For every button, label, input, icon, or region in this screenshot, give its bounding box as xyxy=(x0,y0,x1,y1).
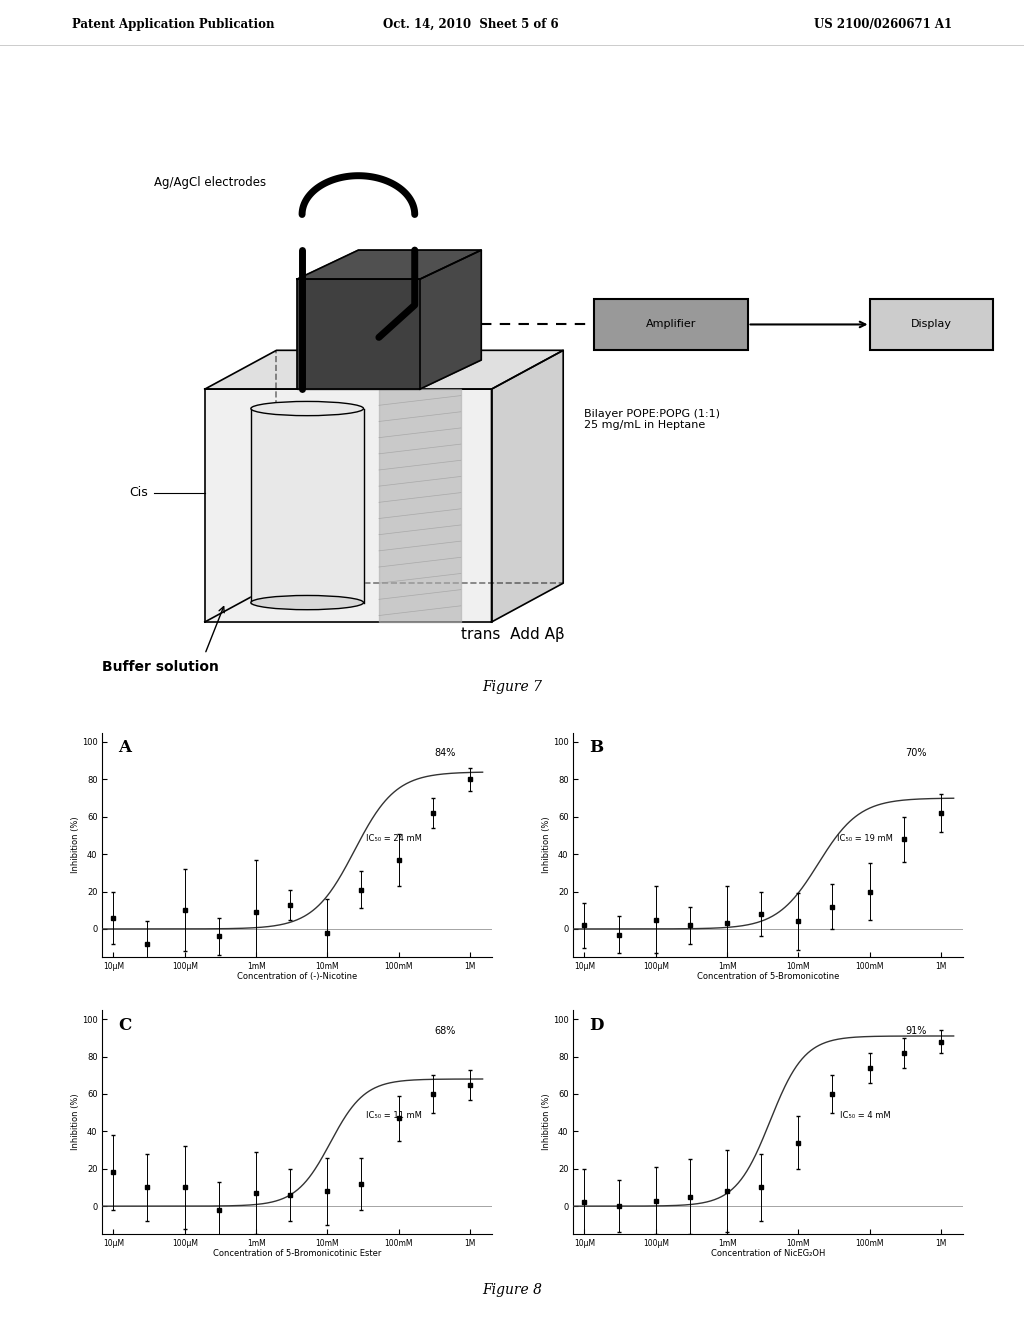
Text: Bilayer POPE:POPG (1:1)
25 mg/mL in Heptane: Bilayer POPE:POPG (1:1) 25 mg/mL in Hept… xyxy=(584,409,720,430)
Ellipse shape xyxy=(251,595,364,610)
Text: D: D xyxy=(589,1016,603,1034)
Polygon shape xyxy=(492,350,563,622)
Text: Buffer solution: Buffer solution xyxy=(102,660,219,675)
Text: Display: Display xyxy=(911,319,952,330)
Polygon shape xyxy=(420,249,481,389)
X-axis label: Concentration of (-)-Nicotine: Concentration of (-)-Nicotine xyxy=(237,973,357,981)
Text: IC₅₀ = 11 mM: IC₅₀ = 11 mM xyxy=(367,1110,422,1119)
X-axis label: Concentration of 5-Bromonicotinic Ester: Concentration of 5-Bromonicotinic Ester xyxy=(213,1250,381,1258)
Text: Figure 8: Figure 8 xyxy=(482,1283,542,1298)
Polygon shape xyxy=(205,389,492,622)
Text: trans  Add Aβ: trans Add Aβ xyxy=(461,627,564,643)
Text: IC₅₀ = 24 mM: IC₅₀ = 24 mM xyxy=(367,834,422,842)
Text: Ag/AgCl electrodes: Ag/AgCl electrodes xyxy=(154,176,265,189)
Text: A: A xyxy=(118,739,131,756)
Text: Oct. 14, 2010  Sheet 5 of 6: Oct. 14, 2010 Sheet 5 of 6 xyxy=(383,18,559,30)
Text: Figure 7: Figure 7 xyxy=(482,680,542,694)
Polygon shape xyxy=(297,249,481,279)
X-axis label: Concentration of NicEG₂OH: Concentration of NicEG₂OH xyxy=(711,1250,825,1258)
Polygon shape xyxy=(251,409,364,602)
Ellipse shape xyxy=(251,401,364,416)
Text: Patent Application Publication: Patent Application Publication xyxy=(72,18,274,30)
X-axis label: Concentration of 5-Bromonicotine: Concentration of 5-Bromonicotine xyxy=(696,973,840,981)
Text: 70%: 70% xyxy=(905,748,927,758)
Text: 91%: 91% xyxy=(905,1026,927,1035)
Polygon shape xyxy=(379,389,461,622)
Polygon shape xyxy=(297,279,420,389)
Text: B: B xyxy=(589,739,603,756)
Y-axis label: Inhibition (%): Inhibition (%) xyxy=(543,817,552,873)
Polygon shape xyxy=(205,350,563,389)
FancyBboxPatch shape xyxy=(870,298,993,350)
Y-axis label: Inhibition (%): Inhibition (%) xyxy=(543,1094,552,1150)
Text: US 2100/0260671 A1: US 2100/0260671 A1 xyxy=(814,18,952,30)
FancyBboxPatch shape xyxy=(594,298,748,350)
Y-axis label: Inhibition (%): Inhibition (%) xyxy=(72,817,81,873)
Text: Amplifier: Amplifier xyxy=(645,319,696,330)
Text: Cis: Cis xyxy=(130,486,148,499)
Text: C: C xyxy=(118,1016,131,1034)
Text: 68%: 68% xyxy=(434,1026,456,1035)
Text: 84%: 84% xyxy=(434,748,456,758)
Text: IC₅₀ = 4 mM: IC₅₀ = 4 mM xyxy=(840,1110,891,1119)
Text: IC₅₀ = 19 mM: IC₅₀ = 19 mM xyxy=(838,834,893,842)
Y-axis label: Inhibition (%): Inhibition (%) xyxy=(72,1094,81,1150)
